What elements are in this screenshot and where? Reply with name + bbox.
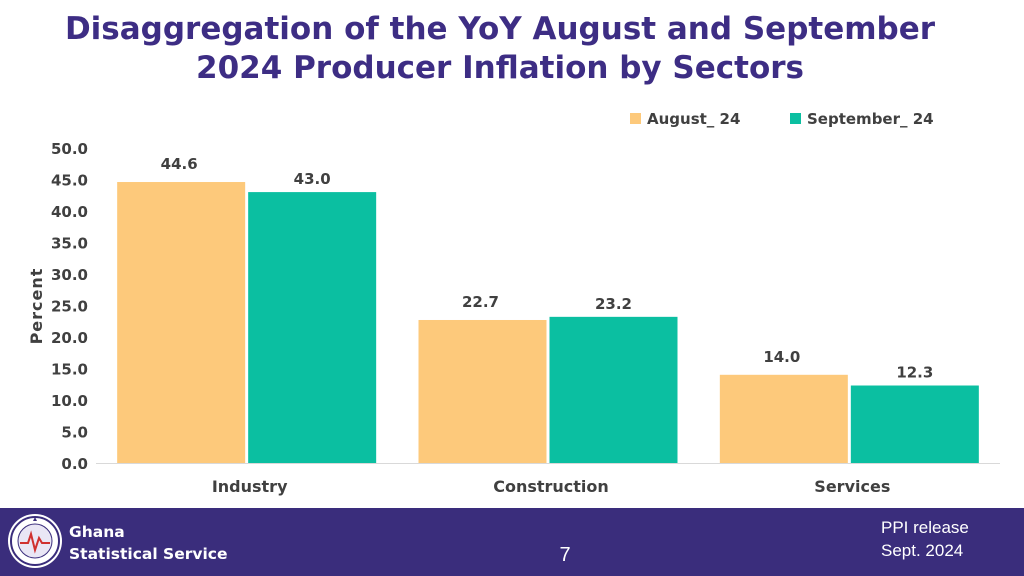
y-tick-label: 0.0 — [61, 455, 88, 473]
y-tick-label: 15.0 — [51, 361, 88, 379]
bar-september — [248, 192, 377, 463]
bar-august — [719, 374, 848, 463]
organization-name-line-1: Ghana — [69, 523, 125, 541]
chart-title-line-2: 2024 Producer Inflation by Sectors — [196, 50, 804, 86]
gss-logo-icon — [8, 514, 62, 568]
legend-swatch-september — [790, 113, 801, 124]
x-tick-label: Construction — [493, 477, 609, 496]
y-tick-label: 25.0 — [51, 298, 88, 316]
bar-august — [418, 319, 547, 463]
x-tick-label: Services — [814, 477, 890, 496]
release-label-line-1: PPI release — [881, 518, 969, 537]
y-tick-label: 35.0 — [51, 235, 88, 253]
y-tick-label: 20.0 — [51, 329, 88, 347]
y-tick-label: 50.0 — [51, 140, 88, 158]
y-tick-label: 45.0 — [51, 172, 88, 190]
data-label: 43.0 — [294, 170, 331, 188]
legend-swatch-august — [630, 113, 641, 124]
y-tick-label: 5.0 — [61, 424, 88, 442]
y-axis-label: Percent — [27, 268, 46, 345]
data-label: 14.0 — [763, 348, 800, 366]
chart-title-line-1: Disaggregation of the YoY August and Sep… — [64, 11, 936, 47]
footer-bar: Ghana Statistical Service 7 PPI release … — [0, 508, 1024, 576]
y-tick-label: 40.0 — [51, 203, 88, 221]
data-label: 22.7 — [462, 293, 499, 311]
bar-september — [549, 316, 678, 463]
data-label: 23.2 — [595, 295, 632, 313]
bar-september — [850, 385, 979, 463]
legend-label: September_ 24 — [807, 110, 934, 128]
release-label: PPI release Sept. 2024 — [881, 516, 969, 562]
organization-name-line-2: Statistical Service — [69, 545, 228, 563]
release-label-line-2: Sept. 2024 — [881, 541, 964, 560]
data-label: 12.3 — [896, 364, 933, 382]
bar-chart: 0.0 5.0 10.0 15.0 20.0 25.0 30.0 35.0 40.0 45.0 50… — [27, 110, 1000, 496]
organization-name: Ghana Statistical Service — [69, 521, 228, 565]
chart-title: Disaggregation of the YoY August and Sep… — [0, 10, 1000, 88]
data-label: 44.6 — [161, 155, 198, 173]
legend-label: August_ 24 — [647, 110, 740, 128]
bar-august — [117, 182, 246, 463]
x-tick-label: Industry — [212, 477, 288, 496]
y-tick-label: 30.0 — [51, 266, 88, 284]
page-number: 7 — [559, 544, 571, 566]
y-tick-label: 10.0 — [51, 392, 88, 410]
